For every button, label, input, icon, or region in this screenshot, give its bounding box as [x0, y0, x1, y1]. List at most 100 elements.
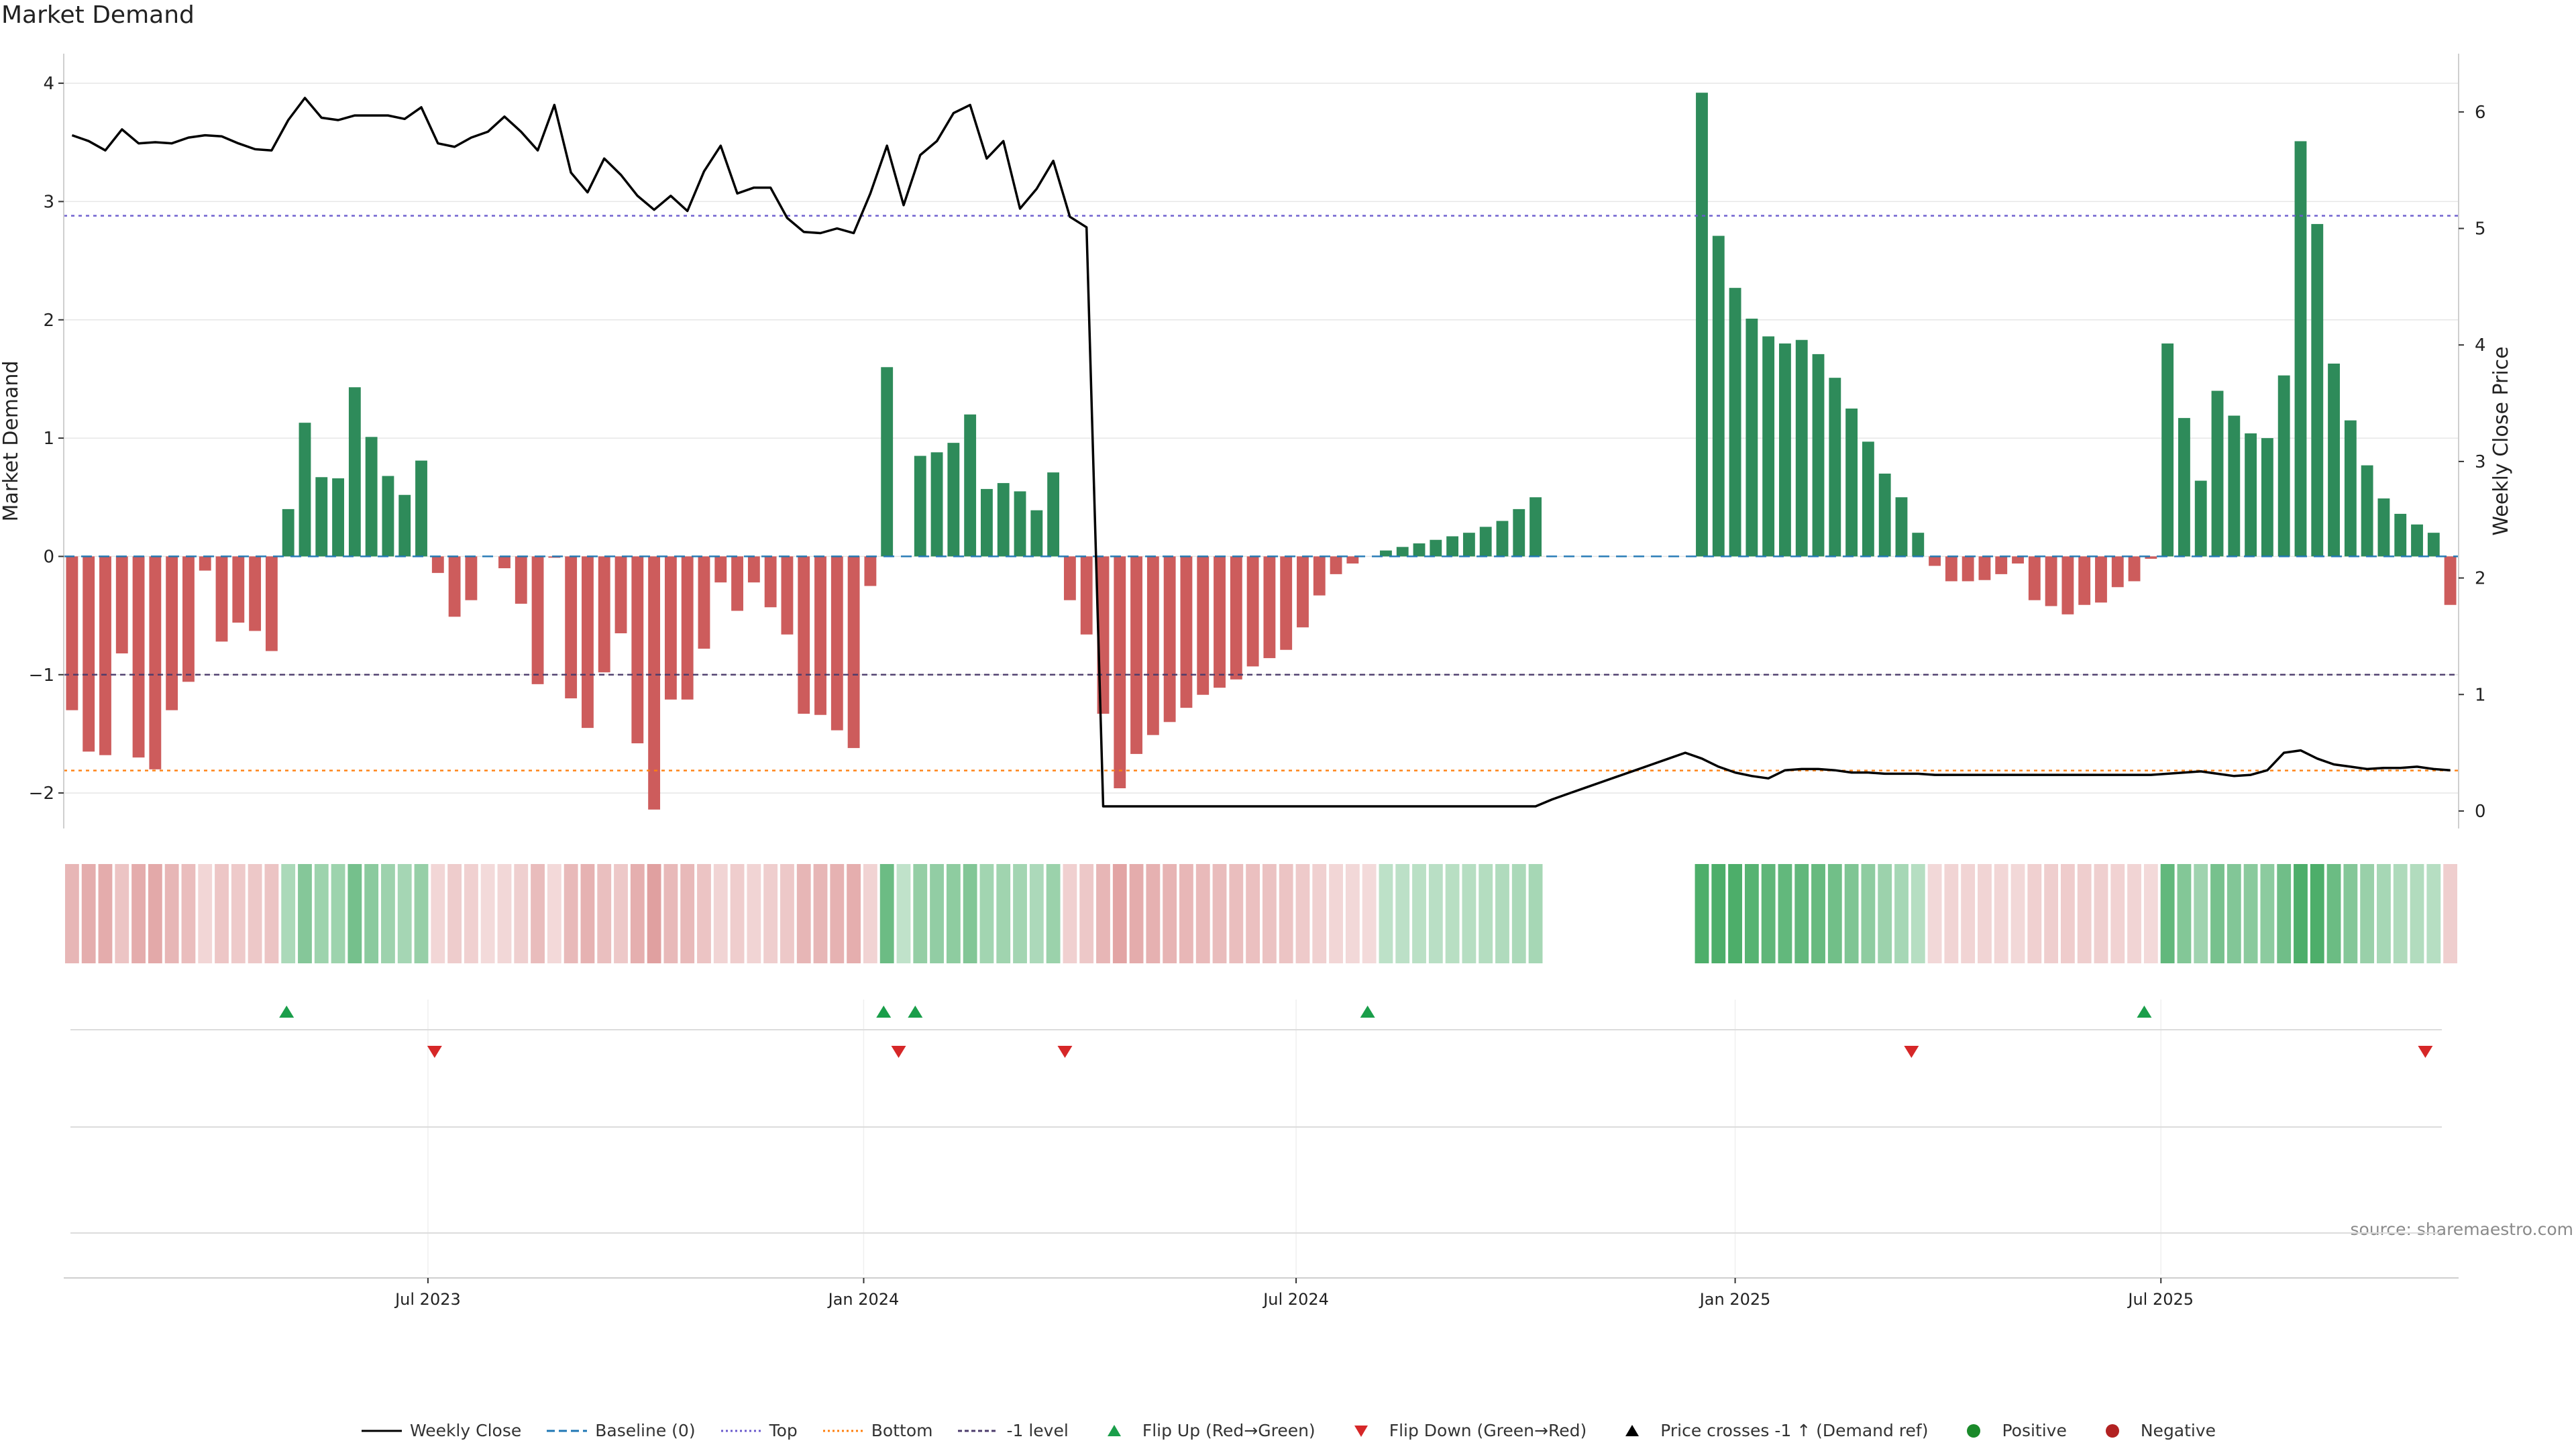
strip-cell — [1279, 864, 1293, 963]
demand-bar — [798, 556, 810, 714]
demand-bar — [881, 367, 894, 557]
strip-cell — [2210, 864, 2224, 963]
demand-bar — [1496, 521, 1509, 557]
demand-bar — [814, 556, 826, 715]
demand-bar — [1114, 556, 1126, 789]
demand-bar — [1380, 550, 1392, 557]
strip-cell — [397, 864, 412, 963]
strip-cell — [1994, 864, 2008, 963]
strip-cell — [1911, 864, 1925, 963]
demand-bar — [714, 556, 727, 583]
strip-cell — [2044, 864, 2059, 963]
demand-bar — [1297, 556, 1309, 628]
left-tick-label: −1 — [29, 665, 54, 686]
legend-negative-symbol — [2105, 1424, 2119, 1438]
demand-bar — [2311, 223, 2324, 557]
demand-bar — [2261, 438, 2273, 557]
strip-cell — [1096, 864, 1110, 963]
demand-bar — [1280, 556, 1293, 650]
demand-bar — [1396, 547, 1409, 557]
strip-cell — [2143, 864, 2158, 963]
demand-bar — [332, 478, 344, 557]
x-tick-label: Jul 2025 — [2127, 1290, 2194, 1309]
demand-bar — [2161, 343, 2174, 557]
demand-bar — [2111, 556, 2124, 588]
strip-cell — [647, 864, 661, 963]
demand-bar — [99, 556, 111, 755]
legend-bottom-label: Bottom — [871, 1421, 933, 1440]
demand-bar — [1330, 556, 1342, 574]
demand-bar — [565, 556, 578, 699]
demand-bar — [648, 556, 661, 810]
strip-cell — [763, 864, 778, 963]
left-tick-label: 3 — [43, 192, 54, 212]
strip-cell — [364, 864, 379, 963]
demand-bar — [1696, 93, 1708, 557]
strip-cell — [564, 864, 578, 963]
demand-bar — [1080, 556, 1093, 635]
demand-bar — [265, 556, 278, 651]
legend-price-crosses: Price crosses -1 ↑ (Demand ref) — [1611, 1421, 1928, 1440]
strip-cell — [2226, 864, 2241, 963]
strip-cell — [1395, 864, 1410, 963]
strip-cell — [1013, 864, 1027, 963]
demand-bar — [2361, 465, 2373, 557]
demand-bar — [764, 556, 777, 608]
strip-cell — [713, 864, 728, 963]
demand-bar — [215, 556, 228, 642]
strip-cell — [2110, 864, 2125, 963]
demand-bar — [1762, 336, 1775, 557]
demand-bar — [1895, 497, 1908, 557]
demand-bar — [382, 476, 394, 557]
demand-bar — [1047, 472, 1060, 557]
strip-cell — [1112, 864, 1127, 963]
legend-minus-one-label: -1 level — [1006, 1421, 1069, 1440]
demand-bar — [1779, 343, 1791, 557]
strip-cell — [1063, 864, 1077, 963]
strip-cell — [1695, 864, 1709, 963]
strip-cell — [747, 864, 761, 963]
legend-weekly-close: Weekly Close — [360, 1421, 521, 1440]
legend-bottom-symbol — [822, 1430, 863, 1432]
strip-cell — [115, 864, 129, 963]
strip-cell — [780, 864, 794, 963]
strip-cell — [1827, 864, 1842, 963]
strip-cell — [813, 864, 828, 963]
demand-bar — [747, 556, 760, 583]
demand-bar — [1479, 527, 1492, 557]
strip-cell — [1262, 864, 1277, 963]
strip-cell — [1029, 864, 1044, 963]
strip-cell — [2027, 864, 2042, 963]
demand-bar — [531, 556, 544, 684]
demand-bar — [1912, 533, 1925, 557]
flip-down-marker — [891, 1046, 906, 1058]
demand-bar — [681, 556, 694, 700]
demand-bar — [1462, 533, 1475, 557]
strip-cell — [480, 864, 495, 963]
demand-bar — [2245, 433, 2257, 557]
flip-up-marker — [1360, 1006, 1375, 1018]
strip-cell — [497, 864, 512, 963]
demand-bar — [781, 556, 794, 635]
demand-bar — [1729, 288, 1741, 557]
demand-bar — [1146, 556, 1159, 735]
legend-negative-label: Negative — [2140, 1421, 2216, 1440]
strip-cell — [2343, 864, 2358, 963]
demand-bar — [299, 423, 311, 557]
demand-bar — [2078, 556, 2091, 605]
strip-cell — [1329, 864, 1343, 963]
strip-cell — [1861, 864, 1876, 963]
strip-cell — [98, 864, 113, 963]
flip-up-marker — [279, 1006, 294, 1018]
strip-cell — [896, 864, 911, 963]
grid-layer — [64, 83, 2459, 1275]
demand-bar — [698, 556, 710, 649]
strip-cell — [1379, 864, 1393, 963]
strip-cell — [1079, 864, 1094, 963]
strip-cell — [996, 864, 1011, 963]
demand-bar — [1446, 536, 1459, 557]
demand-bar — [1346, 556, 1359, 564]
right-tick-label: 2 — [2475, 569, 2486, 589]
strip-cell — [447, 864, 462, 963]
